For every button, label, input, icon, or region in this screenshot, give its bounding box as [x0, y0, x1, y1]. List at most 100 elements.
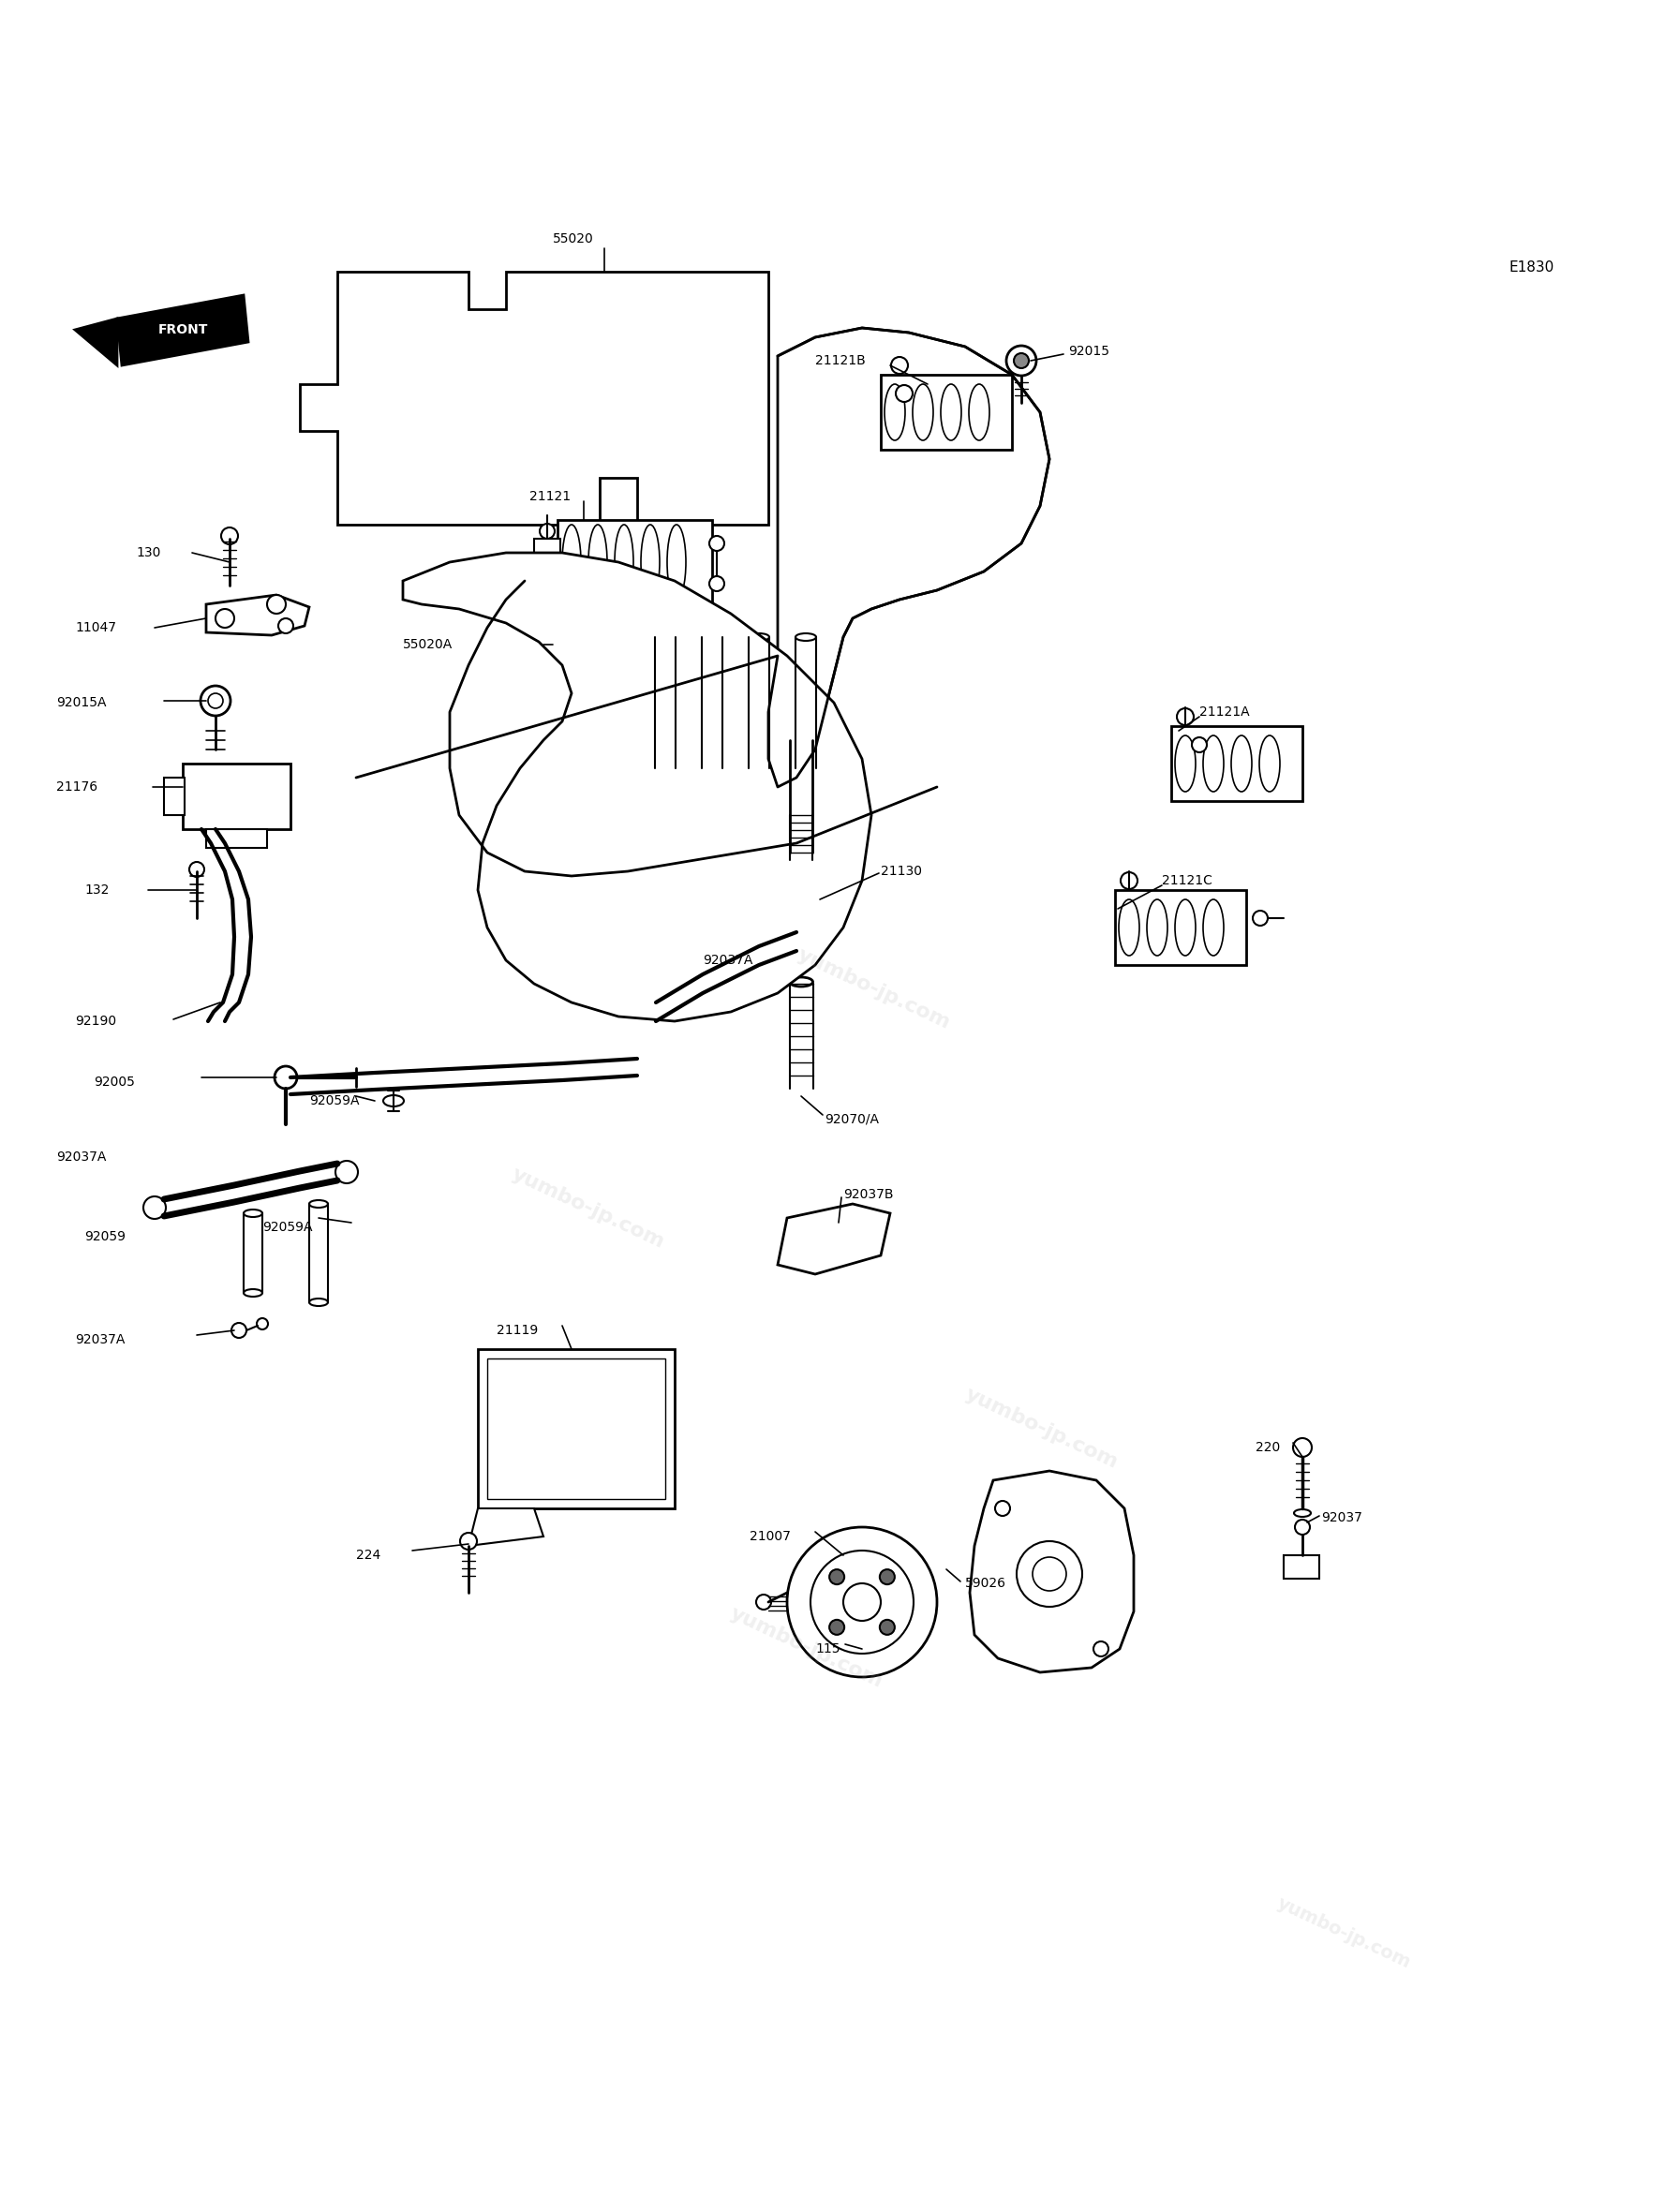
Bar	[477, 1349, 675, 1509]
Text: 92037: 92037	[1320, 1512, 1362, 1525]
Text: 92037A: 92037A	[702, 953, 753, 967]
Circle shape	[215, 609, 234, 628]
Circle shape	[687, 978, 699, 989]
Polygon shape	[299, 272, 768, 525]
Text: 55020: 55020	[553, 233, 593, 246]
Ellipse shape	[702, 765, 722, 771]
Circle shape	[1033, 1558, 1067, 1591]
Ellipse shape	[647, 1004, 659, 1019]
Ellipse shape	[563, 525, 581, 600]
Circle shape	[1121, 872, 1137, 890]
Ellipse shape	[309, 1200, 328, 1208]
Bar	[207, 828, 267, 848]
Circle shape	[786, 1527, 937, 1676]
Text: 92059: 92059	[84, 1230, 126, 1244]
Ellipse shape	[309, 1298, 328, 1305]
Ellipse shape	[702, 699, 722, 707]
Circle shape	[208, 694, 223, 707]
Ellipse shape	[1231, 736, 1252, 791]
Circle shape	[880, 1619, 895, 1635]
Text: 92059A: 92059A	[262, 1222, 312, 1235]
Text: 21121A: 21121A	[1200, 705, 1250, 718]
Circle shape	[232, 1323, 247, 1338]
Polygon shape	[969, 1472, 1134, 1672]
Circle shape	[830, 1619, 845, 1635]
Ellipse shape	[1294, 1509, 1310, 1516]
Ellipse shape	[1147, 899, 1168, 956]
Bar	[1171, 725, 1302, 802]
Circle shape	[336, 1160, 358, 1184]
Ellipse shape	[1174, 736, 1196, 791]
Text: yumbo-jp.com: yumbo-jp.com	[795, 945, 953, 1033]
Ellipse shape	[793, 934, 805, 949]
Ellipse shape	[884, 384, 906, 439]
Text: 21121: 21121	[529, 490, 571, 503]
Ellipse shape	[1119, 899, 1139, 956]
Ellipse shape	[655, 699, 675, 707]
Circle shape	[1016, 1540, 1082, 1606]
Ellipse shape	[667, 525, 685, 600]
Circle shape	[709, 536, 724, 551]
Text: 92059A: 92059A	[309, 1094, 360, 1107]
Ellipse shape	[1203, 736, 1223, 791]
Polygon shape	[403, 554, 872, 1022]
Bar	[1284, 1555, 1319, 1580]
Ellipse shape	[912, 384, 932, 439]
Ellipse shape	[655, 765, 675, 771]
Ellipse shape	[655, 633, 675, 642]
Circle shape	[1253, 910, 1268, 925]
Circle shape	[895, 384, 912, 402]
Polygon shape	[118, 294, 249, 365]
Circle shape	[222, 527, 239, 545]
Circle shape	[763, 945, 774, 956]
Circle shape	[143, 1197, 166, 1219]
Ellipse shape	[244, 1211, 262, 1217]
Circle shape	[709, 576, 724, 591]
Bar	[487, 1358, 665, 1498]
Text: 59026: 59026	[964, 1577, 1006, 1591]
Text: yumbo-jp.com: yumbo-jp.com	[963, 1384, 1121, 1472]
Text: 21007: 21007	[749, 1529, 791, 1542]
Ellipse shape	[749, 699, 769, 707]
Text: 132: 132	[84, 883, 109, 896]
Circle shape	[843, 1584, 880, 1621]
Ellipse shape	[1260, 736, 1280, 791]
Ellipse shape	[749, 765, 769, 771]
Circle shape	[274, 1066, 297, 1090]
Text: 92037B: 92037B	[843, 1189, 894, 1202]
Text: yumbo-jp.com: yumbo-jp.com	[1273, 1894, 1415, 1973]
Ellipse shape	[796, 699, 816, 707]
Circle shape	[880, 1569, 895, 1584]
Ellipse shape	[941, 384, 961, 439]
Ellipse shape	[244, 1290, 262, 1296]
Text: 55020A: 55020A	[403, 637, 454, 650]
Text: 220: 220	[1255, 1441, 1280, 1454]
Polygon shape	[778, 1204, 890, 1274]
Text: 92037A: 92037A	[55, 1151, 106, 1164]
Circle shape	[267, 595, 286, 613]
Text: FRONT: FRONT	[158, 323, 208, 336]
Bar	[534, 538, 561, 587]
Bar	[880, 376, 1011, 450]
Text: 21119: 21119	[497, 1325, 538, 1338]
Bar	[183, 765, 291, 828]
Text: yumbo-jp.com: yumbo-jp.com	[509, 1164, 667, 1252]
Circle shape	[200, 685, 230, 716]
Ellipse shape	[640, 525, 660, 600]
Circle shape	[460, 1534, 477, 1549]
Circle shape	[810, 1551, 914, 1654]
Circle shape	[1094, 1641, 1109, 1657]
Polygon shape	[207, 595, 309, 635]
Bar	[165, 778, 185, 815]
Circle shape	[1013, 354, 1028, 369]
Text: 21176: 21176	[55, 780, 97, 793]
Text: 92015A: 92015A	[55, 696, 106, 710]
Ellipse shape	[790, 978, 813, 986]
Text: 21121C: 21121C	[1163, 874, 1213, 888]
Ellipse shape	[383, 1096, 403, 1107]
Polygon shape	[768, 327, 1050, 787]
Circle shape	[995, 1501, 1010, 1516]
Ellipse shape	[1203, 899, 1223, 956]
Bar	[786, 782, 816, 811]
Circle shape	[539, 523, 554, 538]
